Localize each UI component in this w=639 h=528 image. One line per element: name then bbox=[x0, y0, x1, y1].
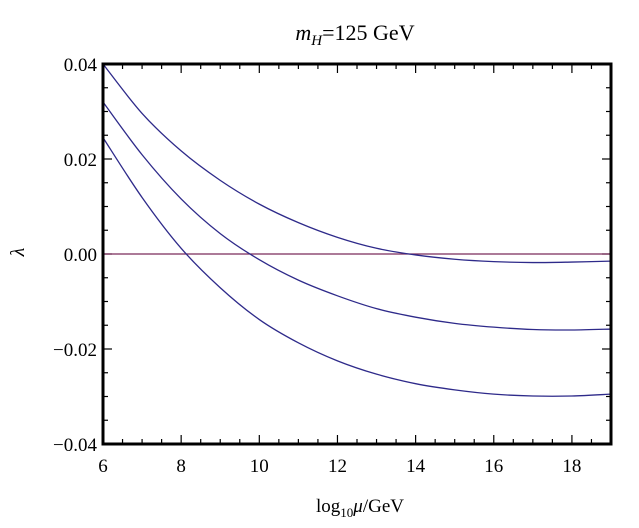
title-subscript: H bbox=[310, 33, 323, 49]
y-tick-label: −0.02 bbox=[53, 340, 97, 361]
x-label-log: log bbox=[316, 496, 341, 517]
x-tick-label: 12 bbox=[328, 456, 347, 477]
plot-frame bbox=[101, 62, 613, 446]
title-suffix: =125 GeV bbox=[322, 20, 415, 45]
chart-title: mH=125 GeV bbox=[295, 20, 414, 49]
series-group bbox=[102, 63, 612, 397]
x-label-mu: μ bbox=[352, 496, 363, 517]
y-tick-label: 0.00 bbox=[64, 245, 97, 266]
tick-group: 6 8 10 12 14 16 18 −0.04 −0.02 0.00 0.02 0.04 bbox=[53, 55, 612, 477]
x-label-unit: /GeV bbox=[363, 496, 404, 517]
series-line-upper bbox=[102, 63, 612, 264]
series-line-middle bbox=[102, 101, 612, 331]
y-tick-label: −0.04 bbox=[53, 435, 97, 456]
x-tick-label: 10 bbox=[250, 456, 269, 477]
x-tick-label: 18 bbox=[562, 456, 581, 477]
x-tick-label: 6 bbox=[98, 456, 108, 477]
x-tick-label: 16 bbox=[484, 456, 503, 477]
y-axis-label: λ bbox=[7, 247, 29, 257]
x-label-subscript: 10 bbox=[340, 505, 353, 520]
series-line-lower bbox=[102, 137, 612, 397]
x-tick-label: 14 bbox=[406, 456, 426, 477]
x-tick-label: 8 bbox=[176, 456, 186, 477]
y-tick-label: 0.04 bbox=[64, 55, 98, 76]
y-tick-label: 0.02 bbox=[64, 150, 97, 171]
title-m: m bbox=[295, 20, 311, 45]
x-axis-label: log10μ/GeV bbox=[316, 496, 404, 520]
